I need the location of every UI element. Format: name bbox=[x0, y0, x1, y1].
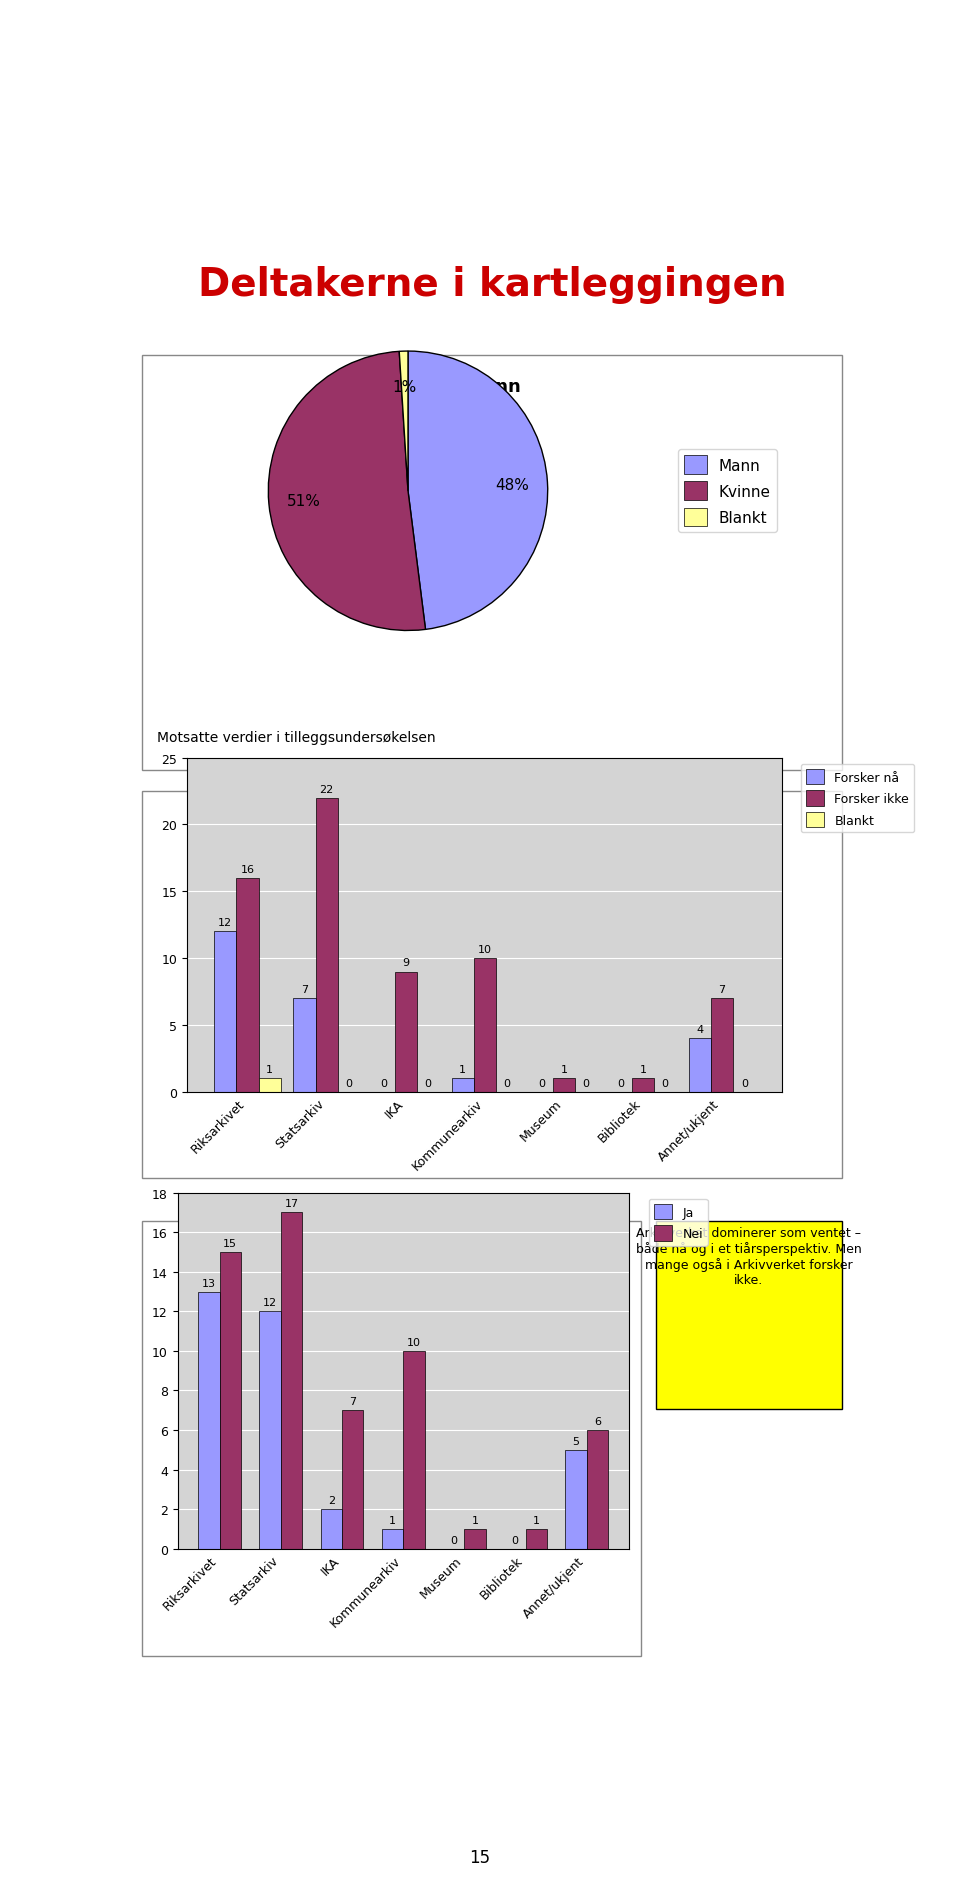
Text: 13: 13 bbox=[202, 1277, 216, 1288]
Bar bbox=[198, 1292, 220, 1549]
FancyBboxPatch shape bbox=[142, 357, 842, 771]
FancyBboxPatch shape bbox=[656, 1222, 842, 1409]
Text: 6: 6 bbox=[594, 1417, 601, 1426]
Text: 0: 0 bbox=[346, 1079, 352, 1088]
Text: 7: 7 bbox=[300, 984, 308, 996]
Text: 22: 22 bbox=[320, 784, 334, 795]
Text: 48%: 48% bbox=[495, 478, 530, 493]
Text: 4: 4 bbox=[696, 1026, 704, 1035]
Text: 10: 10 bbox=[407, 1337, 420, 1347]
Legend: Mann, Kvinne, Blankt: Mann, Kvinne, Blankt bbox=[678, 450, 777, 533]
Text: 0: 0 bbox=[512, 1536, 518, 1545]
Text: 10: 10 bbox=[478, 944, 492, 954]
Text: 0: 0 bbox=[661, 1079, 669, 1088]
Bar bbox=[473, 958, 496, 1092]
Text: 15: 15 bbox=[224, 1239, 237, 1249]
Bar bbox=[395, 973, 417, 1092]
Text: Arkivverket dominerer som ventet –
både nå og i et tiårsperspektiv. Men
mange og: Arkivverket dominerer som ventet – både … bbox=[636, 1226, 861, 1286]
Text: 9: 9 bbox=[402, 958, 409, 967]
Bar bbox=[565, 1451, 587, 1549]
Text: 51%: 51% bbox=[287, 493, 321, 508]
Bar bbox=[451, 1079, 473, 1092]
Text: 12: 12 bbox=[263, 1298, 277, 1307]
Text: 7: 7 bbox=[349, 1396, 356, 1407]
Bar bbox=[220, 1252, 241, 1549]
FancyBboxPatch shape bbox=[142, 791, 842, 1179]
Bar bbox=[526, 1530, 547, 1549]
Bar bbox=[382, 1530, 403, 1549]
Bar bbox=[259, 1311, 280, 1549]
Text: Driver du forskning nå? Type institusjon: Driver du forskning nå? Type institusjon bbox=[208, 795, 552, 812]
Bar bbox=[321, 1509, 342, 1549]
Text: 0: 0 bbox=[617, 1079, 624, 1088]
Text: Motsatte verdier i tilleggsundersøkelsen: Motsatte verdier i tilleggsundersøkelsen bbox=[157, 731, 436, 744]
Bar bbox=[689, 1039, 711, 1092]
Text: 7: 7 bbox=[718, 984, 726, 996]
Bar bbox=[587, 1430, 609, 1549]
Text: 16: 16 bbox=[240, 865, 254, 875]
Text: 1: 1 bbox=[266, 1065, 274, 1075]
Bar bbox=[632, 1079, 654, 1092]
Legend: Forsker nå, Forsker ikke, Blankt: Forsker nå, Forsker ikke, Blankt bbox=[801, 765, 914, 833]
Text: 0: 0 bbox=[450, 1536, 457, 1545]
Bar bbox=[236, 878, 258, 1092]
Bar bbox=[553, 1079, 575, 1092]
Text: 1%: 1% bbox=[393, 380, 417, 395]
Text: 0: 0 bbox=[583, 1079, 589, 1088]
Wedge shape bbox=[399, 351, 408, 491]
Text: 0: 0 bbox=[424, 1079, 431, 1088]
Text: Kjønn: Kjønn bbox=[463, 378, 521, 397]
Wedge shape bbox=[408, 351, 548, 631]
Text: 1: 1 bbox=[561, 1065, 567, 1075]
Legend: Ja, Nei: Ja, Nei bbox=[649, 1200, 708, 1247]
Text: 0: 0 bbox=[539, 1079, 545, 1088]
Bar bbox=[316, 799, 338, 1092]
Text: Deltakerne i kartleggingen: Deltakerne i kartleggingen bbox=[198, 266, 786, 304]
Text: 0: 0 bbox=[380, 1079, 387, 1088]
Text: 15: 15 bbox=[469, 1847, 491, 1866]
Bar bbox=[294, 999, 316, 1092]
Text: 1: 1 bbox=[533, 1515, 540, 1524]
Text: 1: 1 bbox=[639, 1065, 646, 1075]
Bar bbox=[403, 1351, 424, 1549]
Text: 0: 0 bbox=[503, 1079, 511, 1088]
Text: 0: 0 bbox=[741, 1079, 748, 1088]
Text: Deltakelse i forskningsprosjekt siste 10 år: Deltakelse i forskningsprosjekt siste 10… bbox=[214, 1211, 577, 1228]
Text: 1: 1 bbox=[471, 1515, 479, 1524]
Bar bbox=[214, 931, 236, 1092]
Bar bbox=[711, 999, 733, 1092]
Text: 5: 5 bbox=[573, 1436, 580, 1447]
Bar bbox=[280, 1213, 302, 1549]
Bar bbox=[258, 1079, 280, 1092]
Bar bbox=[465, 1530, 486, 1549]
Text: 2: 2 bbox=[327, 1496, 335, 1506]
Wedge shape bbox=[268, 351, 425, 631]
Text: 12: 12 bbox=[218, 918, 232, 927]
Text: 1: 1 bbox=[389, 1515, 396, 1524]
FancyBboxPatch shape bbox=[142, 1222, 641, 1657]
Text: 17: 17 bbox=[284, 1200, 299, 1209]
Bar bbox=[342, 1411, 364, 1549]
Text: 1: 1 bbox=[459, 1065, 467, 1075]
